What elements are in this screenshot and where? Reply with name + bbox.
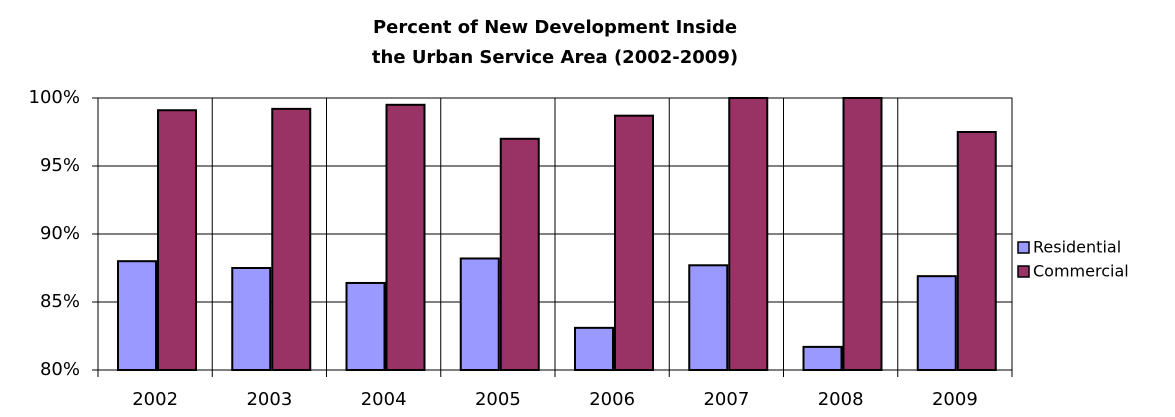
y-tick-label: 85% <box>40 291 80 312</box>
x-tick-label: 2005 <box>475 389 521 410</box>
bar <box>842 97 883 371</box>
bar <box>802 345 843 372</box>
bar <box>499 137 540 371</box>
legend-label: Commercial <box>1033 262 1129 281</box>
x-tick-label: 2004 <box>361 389 407 410</box>
bar <box>614 114 654 372</box>
x-tick-label: 2009 <box>932 389 978 410</box>
bar <box>231 267 272 371</box>
x-tick-label: 2008 <box>818 389 864 410</box>
x-tick-label: 2006 <box>589 389 635 410</box>
y-tick-label: 100% <box>29 87 80 108</box>
bar <box>688 264 729 371</box>
chart-title: the Urban Service Area (2002-2009) <box>372 47 738 68</box>
x-tick-label: 2003 <box>246 389 292 410</box>
bar <box>916 275 957 371</box>
bar <box>459 257 500 372</box>
y-tick-label: 80% <box>40 359 80 380</box>
bar <box>574 326 614 371</box>
y-tick-label: 90% <box>40 223 80 244</box>
legend-label: Residential <box>1033 238 1121 257</box>
bar <box>956 131 997 371</box>
bar <box>345 281 386 371</box>
bar <box>385 103 426 372</box>
x-tick-label: 2007 <box>703 389 749 410</box>
bar <box>157 109 197 372</box>
y-tick-label: 95% <box>40 155 80 176</box>
chart-title: Percent of New Development Inside <box>373 17 737 38</box>
bar <box>271 107 312 371</box>
legend-swatch <box>1017 241 1030 254</box>
x-tick-label: 2002 <box>132 389 178 410</box>
bar <box>728 97 769 371</box>
legend-swatch <box>1017 265 1030 278</box>
bar <box>117 260 157 372</box>
